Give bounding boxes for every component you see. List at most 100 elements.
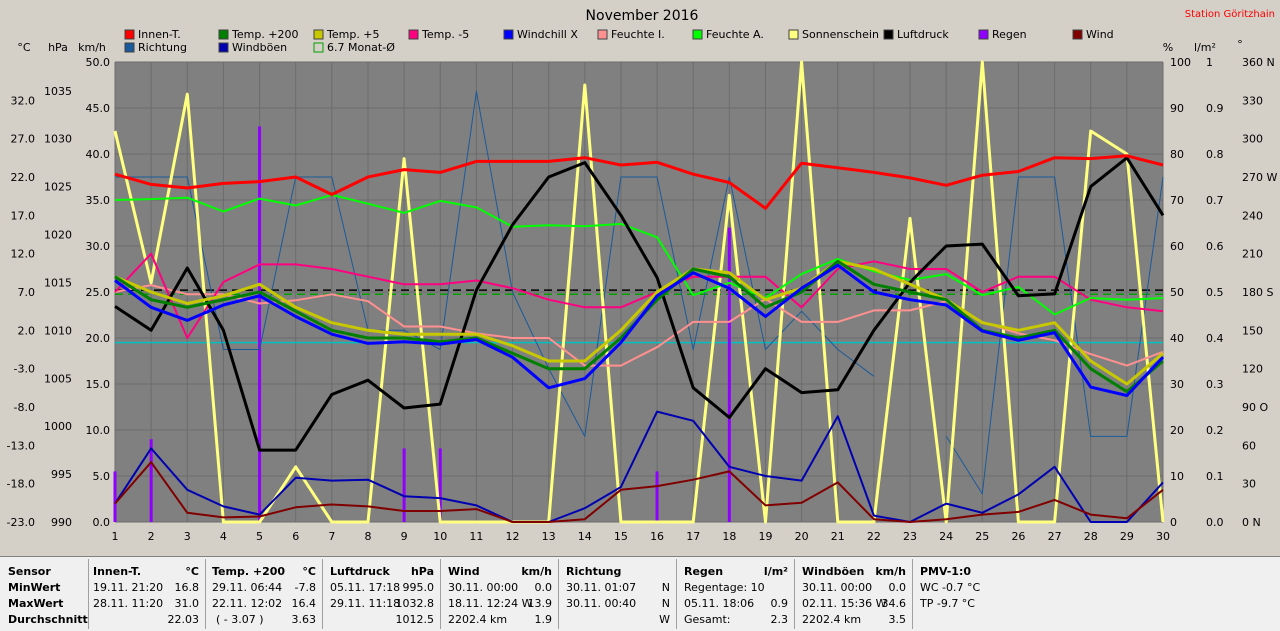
boen-avg: 3.5 — [888, 613, 907, 626]
tick-label-x: 7 — [328, 530, 335, 543]
temp-max-time: 22.11. 12:02 — [212, 597, 283, 610]
stats-windboeen: Windböen km/h 30.11. 00:00 0.0 02.11. 15:3… — [802, 561, 908, 629]
legend-label: Windböen — [232, 41, 287, 54]
legend-label: Sonnenschein — [802, 28, 879, 41]
legend-label: Luftdruck — [897, 28, 949, 41]
stats-richtung: Richtung 30.11. 01:07 N 30.11. 00:40 N W — [566, 561, 672, 629]
tick-label-right_deg: 270 W — [1242, 171, 1277, 184]
tick-label-left_c: -3.0 — [14, 363, 35, 376]
tick-label-x: 22 — [867, 530, 881, 543]
tick-label-left_c: 32.0 — [11, 94, 36, 107]
tick-label-right_deg: 0 N — [1242, 516, 1261, 529]
tick-label-x: 26 — [1011, 530, 1025, 543]
tick-label-right_rain: 0.6 — [1206, 240, 1224, 253]
statistics-footer: Sensor MinWert MaxWert Durchschnitt Inne… — [0, 556, 1280, 631]
richtung-avg: W — [659, 613, 670, 626]
regen-days: Regentage: 10 — [684, 581, 765, 594]
tick-label-right_deg: 150 — [1242, 324, 1263, 337]
tick-label-left_c: -13.0 — [7, 439, 35, 452]
tick-label-right_deg: 180 S — [1242, 286, 1273, 299]
temp-unit: °C — [302, 565, 316, 578]
wind-min-value: 0.0 — [534, 581, 553, 594]
tick-label-left_kmh: 0.0 — [93, 516, 111, 529]
tick-label-x: 5 — [256, 530, 263, 543]
tick-label-left_hpa: 1010 — [44, 324, 72, 337]
tick-label-x: 8 — [364, 530, 371, 543]
rain-bar — [655, 471, 659, 522]
regen-max-value: 0.9 — [770, 597, 789, 610]
tick-label-right_pct: 0 — [1170, 516, 1177, 529]
temp-avg-note: ( - 3.07 ) — [216, 613, 264, 626]
boen-distance: 2202.4 km — [802, 613, 862, 626]
label-avg: Durchschnitt — [8, 613, 88, 626]
tick-label-right_deg: 60 — [1242, 439, 1256, 452]
tick-label-left_c: 2.0 — [18, 324, 36, 337]
series-line-windb-en — [114, 410, 1164, 523]
boen-max-value: 34.6 — [881, 597, 907, 610]
tick-label-right_pct: 60 — [1170, 240, 1184, 253]
stats-innen: Innen-T. °C 19.11. 21:20 16.8 28.11. 11:20… — [93, 561, 201, 629]
tick-label-right_deg: 360 N — [1242, 56, 1275, 69]
tick-label-right_pct: 70 — [1170, 194, 1184, 207]
label-sensor: Sensor — [8, 565, 51, 578]
boen-title: Windböen — [802, 565, 865, 578]
tick-label-left_hpa: 1005 — [44, 372, 72, 385]
tick-label-x: 4 — [220, 530, 227, 543]
tick-label-left_kmh: 15.0 — [86, 378, 111, 391]
tick-label-left_kmh: 30.0 — [86, 240, 111, 253]
tick-label-x: 19 — [758, 530, 772, 543]
tick-label-x: 15 — [614, 530, 628, 543]
luft-min-time: 05.11. 17:18 — [330, 581, 401, 594]
series-line-windchill-x — [114, 263, 1165, 397]
stats-pmv: PMV-1:0 WC -0.7 °C TP -9.7 °C — [920, 561, 1040, 629]
tick-label-left_c: -8.0 — [14, 401, 35, 414]
regen-title: Regen — [684, 565, 724, 578]
legend-swatch — [597, 29, 608, 40]
tick-label-right_rain: 0.0 — [1206, 516, 1224, 529]
series-line-richtung — [115, 90, 1164, 495]
legend-label: Wind — [1086, 28, 1114, 41]
legend-swatch — [124, 29, 135, 40]
regen-unit: l/m² — [763, 565, 788, 578]
legend-swatch — [408, 29, 419, 40]
series-line-luftdruck — [114, 156, 1165, 452]
tick-label-right_deg: 330 — [1242, 94, 1263, 107]
pmv-tp: TP -9.7 °C — [920, 597, 975, 610]
tick-label-x: 10 — [433, 530, 447, 543]
luft-min-value: 995.0 — [402, 581, 435, 594]
tick-label-left_c: -23.0 — [7, 516, 35, 529]
wind-max-time: 18.11. 12:24 W — [448, 597, 533, 610]
tick-label-x: 6 — [292, 530, 299, 543]
richtung-min-time: 30.11. 01:07 — [566, 581, 637, 594]
tick-label-x: 20 — [795, 530, 809, 543]
tick-label-left_c: -18.0 — [7, 478, 35, 491]
legend-label: Regen — [992, 28, 1027, 41]
regen-total-label: Gesamt: — [684, 613, 731, 626]
innen-title: Innen-T. — [93, 565, 142, 578]
tick-label-right_deg: 240 — [1242, 209, 1263, 222]
series-line-feuchte-a — [114, 193, 1164, 316]
innen-max-time: 28.11. 11:20 — [93, 597, 164, 610]
wind-unit: km/h — [521, 565, 552, 578]
tick-label-left_kmh: 10.0 — [86, 424, 111, 437]
tick-label-x: 16 — [650, 530, 664, 543]
richtung-title: Richtung — [566, 565, 622, 578]
tick-label-x: 18 — [722, 530, 736, 543]
tick-label-x: 3 — [184, 530, 191, 543]
tick-label-right_pct: 90 — [1170, 102, 1184, 115]
legend-swatch — [218, 42, 229, 53]
tick-label-x: 14 — [578, 530, 592, 543]
legend-swatch — [218, 29, 229, 40]
pmv-wc: WC -0.7 °C — [920, 581, 981, 594]
tick-label-x: 1 — [112, 530, 119, 543]
legend-label: Temp. +5 — [326, 28, 380, 41]
innen-avg: 22.03 — [167, 613, 200, 626]
chart-title: November 2016 — [586, 8, 699, 24]
tick-label-left_kmh: 50.0 — [86, 56, 111, 69]
legend-swatch — [978, 29, 989, 40]
luft-avg: 1012.5 — [395, 613, 435, 626]
tick-label-right_deg: 90 O — [1242, 401, 1268, 414]
tick-label-right_rain: 0.5 — [1206, 286, 1224, 299]
legend-swatch — [313, 29, 324, 40]
